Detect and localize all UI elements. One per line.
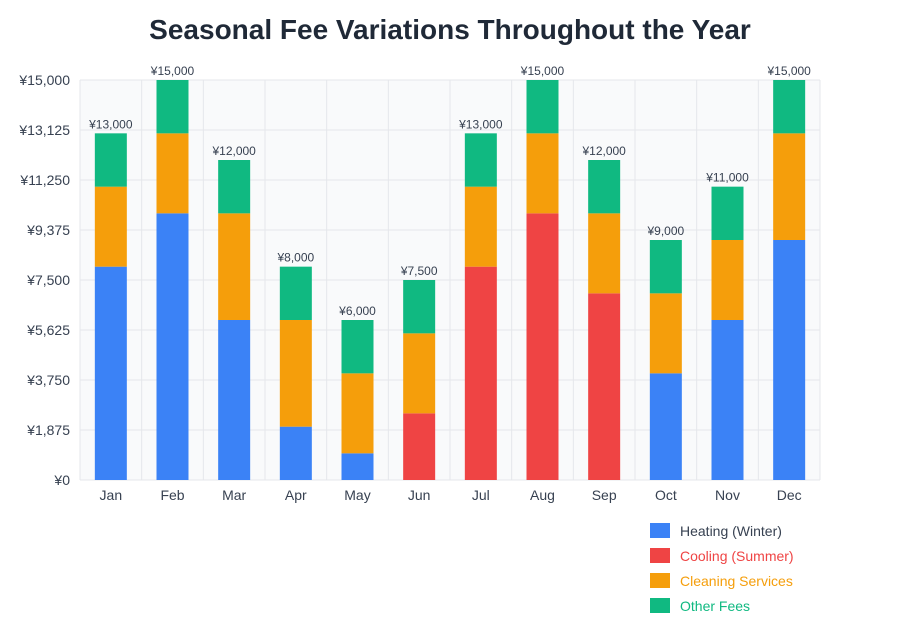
y-tick-label: ¥5,625 [26,322,70,338]
y-tick-label: ¥7,500 [26,272,70,288]
bar-segment [526,133,559,214]
y-tick-label: ¥0 [53,472,70,488]
legend-swatch [650,598,670,613]
total-label: ¥12,000 [581,144,626,158]
y-tick-label: ¥11,250 [19,172,70,188]
x-tick-label: Aug [530,487,555,503]
total-label: ¥12,000 [211,144,256,158]
bar-segment [464,133,497,187]
bar-segment [649,240,682,294]
total-label: ¥6,000 [338,304,376,318]
bar-segment [588,293,621,480]
legend-item[interactable]: Cleaning Services [650,568,794,593]
bar-segment [588,160,621,214]
x-tick-label: Dec [777,487,802,503]
bar-segment [711,186,744,240]
total-label: ¥7,500 [400,264,438,278]
legend-item[interactable]: Cooling (Summer) [650,543,794,568]
x-tick-label: Jun [408,487,431,503]
legend: Heating (Winter) Cooling (Summer) Cleaning… [650,518,794,618]
y-tick-label: ¥3,750 [26,372,70,388]
x-tick-label: Jan [100,487,123,503]
bar-segment [711,240,744,320]
bar-segment [649,293,682,374]
total-label: ¥11,000 [705,171,749,185]
bar-segment [94,133,127,187]
x-tick-label: Mar [222,487,246,503]
chart-title: Seasonal Fee Variations Throughout the Y… [149,14,751,45]
bar-segment [773,240,806,480]
bar-segment [403,413,436,480]
bar-segment [156,213,189,481]
legend-item[interactable]: Heating (Winter) [650,518,794,543]
bar-segment [279,320,312,427]
bar-segment [341,453,374,480]
total-label: ¥13,000 [88,117,133,131]
total-label: ¥15,000 [150,64,195,78]
legend-swatch [650,573,670,588]
bar-segment [156,80,189,134]
bar-segment [773,80,806,134]
legend-label: Cooling (Summer) [680,547,794,564]
bar-segment [341,320,374,374]
bar-segment [218,320,251,480]
x-tick-label: Feb [160,487,184,503]
total-label: ¥9,000 [646,224,684,238]
legend-label: Heating (Winter) [680,522,782,539]
y-tick-label: ¥1,875 [26,422,70,438]
bar-segment [279,266,312,320]
bar-segment [279,426,312,480]
bar-segment [588,213,621,294]
bar-segment [156,133,189,214]
bar-segment [464,266,497,480]
legend-item[interactable]: Other Fees [650,593,794,618]
total-label: ¥15,000 [520,64,565,78]
stacked-bar-chart: ¥0 ¥1,875 ¥3,750 ¥5,625 ¥7,500 ¥9,375 ¥11,250 ¥… [18,64,821,503]
bar-segment [403,333,436,414]
x-tick-label: Apr [285,487,307,503]
bar-segment [526,80,559,134]
x-tick-label: Sep [592,487,617,503]
y-tick-label: ¥15,000 [18,72,70,88]
y-tick-label: ¥9,375 [26,222,70,238]
bar-segment [526,213,559,481]
bar-segment [711,320,744,480]
total-label: ¥15,000 [766,64,811,78]
bar-segment [94,266,127,480]
bar-segment [341,373,374,454]
bar-segment [649,373,682,480]
bar-segment [218,213,251,320]
bar-segment [218,160,251,214]
bar-segment [94,186,127,267]
x-tick-label: Jul [472,487,490,503]
x-tick-label: May [344,487,370,503]
total-label: ¥8,000 [276,251,314,265]
bar-segment [403,280,436,334]
bar-segment [464,186,497,267]
x-tick-label: Nov [715,487,740,503]
bar-segment [773,133,806,240]
legend-swatch [650,548,670,563]
x-tick-label: Oct [655,487,677,503]
legend-swatch [650,523,670,538]
total-label: ¥13,000 [458,117,503,131]
legend-label: Cleaning Services [680,572,793,589]
y-tick-label: ¥13,125 [18,122,70,138]
